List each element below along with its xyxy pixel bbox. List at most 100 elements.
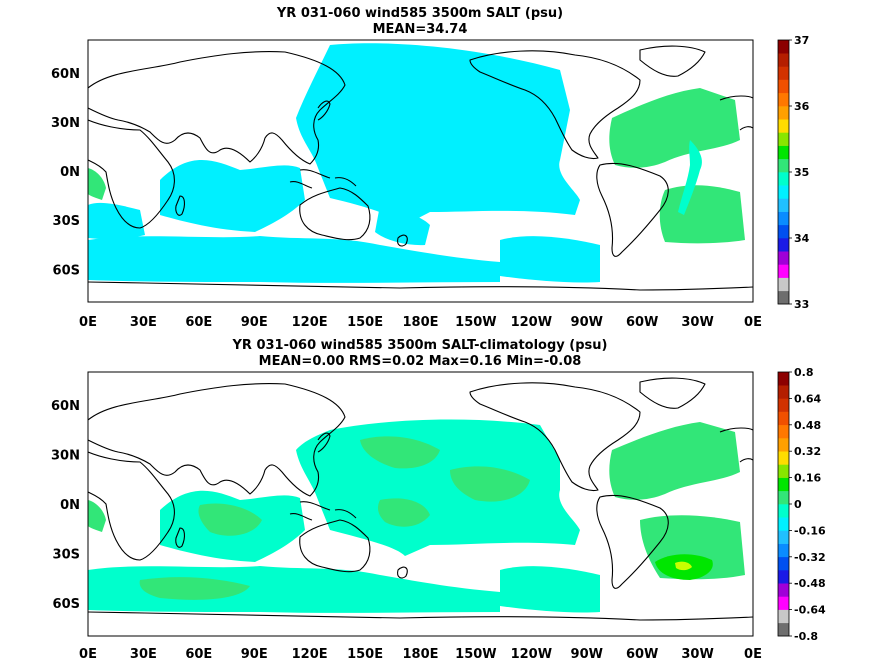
colorbar-tick-label: -0.16 — [794, 524, 826, 537]
colorbar-band — [778, 145, 789, 160]
x-tick-label: 0E — [744, 647, 762, 662]
colorbar-band — [778, 609, 789, 624]
colorbar-tick-label: 0.32 — [794, 445, 821, 458]
y-tick-labels-bottom: 60N 30N 0N 30S 60S — [51, 399, 80, 612]
ocean-region-southern — [88, 236, 500, 283]
ocean-region-se-pacific — [500, 566, 600, 613]
coast-south-america — [596, 162, 669, 257]
ocean-region-pacific-patch-2 — [450, 466, 530, 502]
y-tick-labels-top: 60N 30N 0N 30S 60S — [51, 67, 80, 279]
x-tick-label: 90W — [571, 315, 603, 330]
y-tick-label: 60S — [53, 263, 80, 278]
y-tick-label: 60N — [51, 67, 80, 82]
coast-antarctica — [88, 281, 753, 291]
x-tick-label: 0E — [79, 315, 97, 330]
ocean-region-se-pacific — [500, 236, 600, 283]
coast-north-america — [469, 382, 641, 492]
colorbar-tick-label: 34 — [794, 232, 810, 245]
colorbar-band — [778, 517, 789, 531]
ocean-field — [88, 43, 600, 283]
x-tick-label: 120W — [511, 647, 552, 662]
coast-madagascar — [175, 527, 185, 548]
x-tick-label: 90E — [241, 647, 268, 662]
x-tick-label: 60W — [626, 647, 658, 662]
coast-eurasia — [88, 383, 346, 497]
ocean-region-north-atlantic — [609, 88, 740, 168]
colorbar-band — [778, 119, 789, 133]
coast-africa — [88, 119, 175, 229]
colorbar-band — [778, 92, 789, 107]
colorbar-top: 33 34 35 36 37 — [777, 34, 810, 311]
colorbar-band — [778, 385, 789, 399]
ocean-region-sw-indian — [88, 202, 145, 240]
colorbar-band — [778, 596, 789, 610]
colorbar-band — [778, 158, 789, 173]
coast-new-zealand — [397, 566, 408, 579]
colorbar-band — [778, 277, 789, 292]
coast-south-america — [596, 494, 669, 589]
colorbar-tick-label: -0.8 — [794, 630, 818, 643]
colorbar-band — [778, 264, 789, 278]
ocean-region-east-atlantic — [88, 500, 106, 532]
colorbar-band — [778, 224, 789, 239]
ocean-region-southern-patch — [139, 577, 250, 600]
map-bottom — [88, 372, 753, 636]
atlantic-field — [88, 88, 745, 244]
colorbar-tick-label: 0.48 — [794, 419, 821, 432]
colorbar-band — [778, 543, 789, 558]
coast-japan — [317, 432, 331, 453]
ocean-region-indian-patch — [198, 503, 262, 536]
chart-title: YR 031-060 wind585 3500m SALT (psu) — [276, 6, 563, 21]
y-tick-label: 30N — [51, 116, 80, 131]
x-tick-label: 60E — [185, 647, 212, 662]
colorbar-band — [778, 211, 789, 226]
colorbar-band — [778, 53, 789, 67]
ocean-region-pacific — [296, 419, 580, 556]
coast-europe — [719, 427, 753, 463]
x-tick-label: 150W — [455, 647, 496, 662]
coast-north-america — [469, 50, 641, 160]
coast-africa — [88, 451, 175, 561]
colorbar-band — [778, 490, 789, 505]
map-frame — [87, 371, 754, 637]
x-tick-label: 0E — [79, 647, 97, 662]
x-tick-label: 60E — [185, 315, 212, 330]
coast-europe — [719, 95, 753, 131]
x-tick-label: 60W — [626, 315, 658, 330]
colorbar-tick-label: 35 — [794, 166, 809, 179]
y-tick-label: 30S — [53, 548, 80, 563]
colorbar-band — [778, 66, 789, 80]
coast-maritime-asia — [289, 501, 357, 521]
colorbar-bottom: -0.8 -0.64 -0.48 -0.32 -0.16 0 0.16 0.32 0.48 0.6… — [777, 366, 826, 643]
x-tick-label: 90E — [241, 315, 268, 330]
colorbar-band — [778, 424, 789, 439]
ocean-region-east-atlantic — [88, 168, 106, 200]
colorbar-tick-label: -0.64 — [794, 604, 826, 617]
colorbar-band — [778, 530, 789, 544]
y-tick-label: 60S — [53, 597, 80, 612]
colorbar-tick-label: 36 — [794, 100, 810, 113]
ocean-region-south-atlantic-core — [675, 561, 692, 571]
coast-australia — [299, 519, 371, 573]
x-tick-label: 0E — [744, 315, 762, 330]
colorbar-band — [778, 451, 789, 465]
y-tick-label: 60N — [51, 399, 80, 414]
x-tick-label: 150E — [347, 315, 383, 330]
map-top — [88, 40, 753, 302]
x-tick-label: 30E — [130, 647, 157, 662]
ocean-region-mid-atlantic-band — [678, 140, 702, 215]
colorbar-band — [778, 398, 789, 412]
colorbar-band — [778, 556, 789, 571]
y-tick-label: 0N — [60, 498, 80, 513]
colorbar-band — [778, 172, 789, 186]
colorbar-band — [778, 411, 789, 426]
coastlines — [88, 377, 753, 621]
colorbar-band — [778, 290, 789, 305]
colorbar-band — [778, 198, 789, 212]
y-tick-label: 30S — [53, 214, 80, 229]
x-tick-labels-bottom: 0E 30E 60E 90E 120E 150E 180E 150W 120W 90W 60W 30W… — [79, 647, 762, 662]
max-field-diff — [655, 554, 713, 580]
colorbar-band — [778, 438, 789, 452]
ocean-region-south-atlantic — [659, 185, 745, 244]
x-tick-label: 180E — [402, 315, 438, 330]
